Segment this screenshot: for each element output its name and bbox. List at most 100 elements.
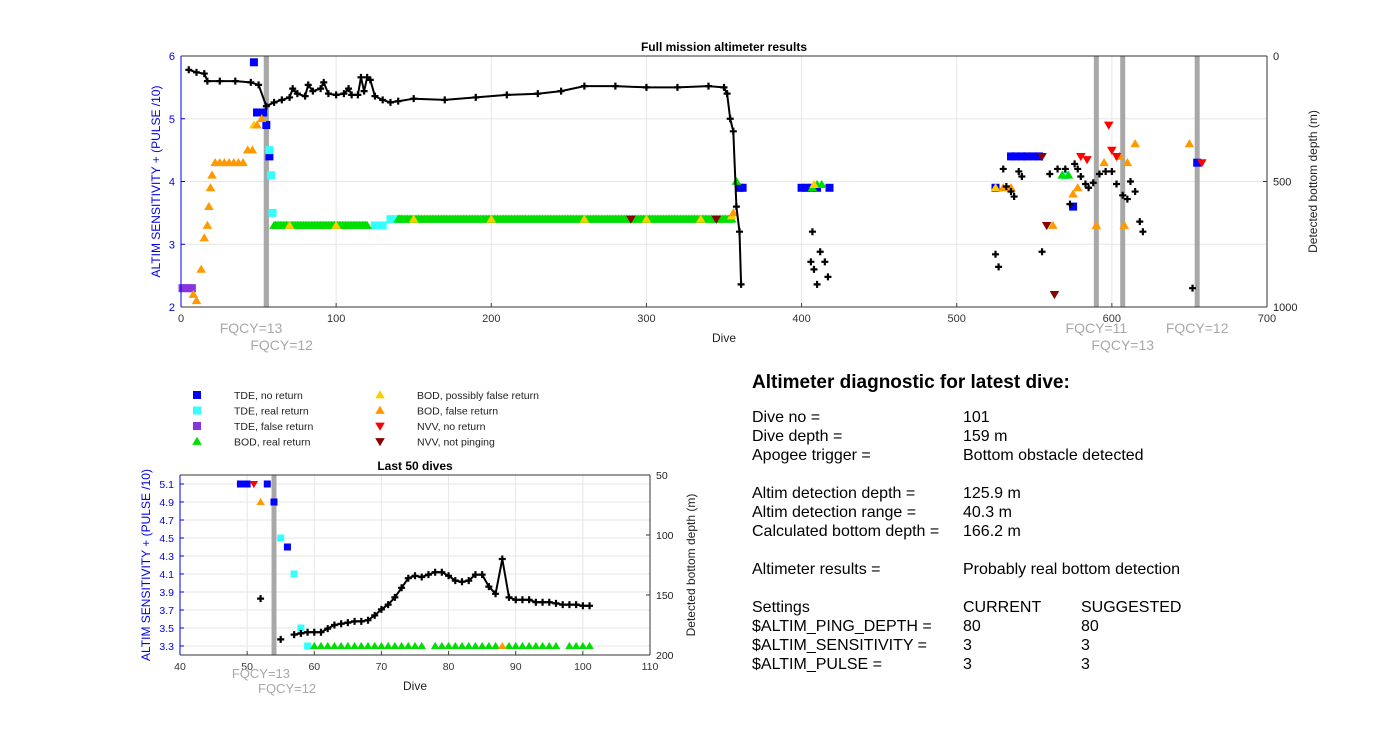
data-point — [802, 183, 811, 192]
depth-point — [534, 90, 542, 98]
legend-marker — [375, 422, 385, 431]
y-left-tick-label: 3.3 — [159, 641, 174, 653]
depth-point — [1010, 193, 1018, 201]
depth-point — [345, 85, 353, 93]
y-right-tick-label: 1000 — [1273, 302, 1297, 314]
chart-title: Last 50 dives — [377, 459, 453, 473]
data-point — [1082, 156, 1092, 165]
depth-point — [377, 605, 385, 613]
depth-point — [445, 572, 453, 580]
depth-point — [360, 87, 368, 95]
depth-point — [203, 77, 211, 85]
legend-marker — [192, 436, 202, 445]
depth-point — [642, 83, 650, 91]
data-point — [256, 497, 265, 505]
data-point — [1011, 152, 1020, 161]
x-axis-label: Dive — [403, 679, 427, 693]
depth-point — [297, 629, 305, 637]
depth-point — [185, 66, 193, 74]
legend-label: TDE, false return — [234, 421, 314, 433]
depth-point — [379, 96, 387, 104]
data-point — [511, 641, 520, 649]
data-point — [259, 108, 268, 117]
depth-point — [492, 590, 500, 598]
data-point — [1017, 152, 1026, 161]
chart-full-mission: 0 100 200 300 400 500 600 700 2 3 4 5 6 0 500 1000 FQCY=… — [149, 40, 1320, 353]
depth-point — [286, 93, 294, 101]
depth-point — [340, 90, 348, 98]
sensitivity-current: 3 — [963, 637, 972, 654]
depth-point — [1018, 172, 1026, 180]
series-tde-no-return — [236, 480, 291, 551]
data-point — [1103, 121, 1114, 130]
data-point — [585, 641, 594, 649]
depth-point — [498, 555, 506, 563]
calc-bottom-label: Calculated bottom depth = — [752, 523, 940, 540]
data-point — [323, 641, 332, 649]
data-point — [283, 543, 291, 551]
data-point — [711, 215, 722, 224]
depth-point — [262, 102, 270, 110]
data-point — [816, 179, 827, 189]
data-point — [430, 641, 440, 649]
y-right-axis-label: Detected bottom depth (m) — [684, 494, 698, 637]
y-right-tick-label: 0 — [1273, 51, 1279, 63]
depth-point — [304, 628, 312, 636]
series-nvv-no-return — [249, 481, 259, 489]
y-right-axis-label: Detected bottom depth (m) — [1306, 110, 1320, 253]
data-point — [728, 208, 739, 217]
data-point — [504, 641, 514, 649]
depth-point — [518, 596, 526, 604]
depth-point — [391, 593, 399, 601]
data-point — [1122, 157, 1133, 167]
depth-point — [1113, 180, 1121, 188]
data-point — [253, 108, 262, 117]
data-point — [1041, 222, 1052, 231]
depth-point — [394, 97, 402, 105]
depth-point — [565, 601, 573, 609]
depth-point — [478, 571, 486, 579]
x-tick-label: 600 — [1103, 313, 1121, 325]
depth-point — [572, 601, 580, 609]
data-point — [1184, 139, 1195, 148]
legend-marker — [375, 390, 385, 399]
data-point — [336, 641, 346, 649]
depth-point — [557, 87, 565, 95]
depth-point — [290, 631, 298, 639]
data-point — [343, 641, 353, 649]
depth-point — [364, 616, 372, 624]
depth-point — [559, 601, 567, 609]
data-point — [477, 641, 487, 649]
depth-point — [472, 93, 480, 101]
data-point — [187, 284, 196, 293]
data-point — [1197, 159, 1207, 168]
ping-depth-current: 80 — [963, 618, 981, 635]
depth-point — [441, 96, 449, 104]
y-left-tick-label: 3.5 — [159, 623, 174, 635]
data-point — [1076, 152, 1086, 162]
series-tde-false-return — [178, 284, 196, 293]
data-point — [290, 570, 298, 578]
depth-point — [384, 601, 392, 609]
data-point — [1091, 220, 1102, 229]
data-point — [626, 215, 636, 224]
series-bod-possibly-false-return — [249, 120, 1009, 229]
data-point — [738, 183, 747, 192]
depth-point — [255, 81, 263, 89]
data-point — [205, 183, 216, 192]
depth-point — [704, 82, 712, 90]
depth-point — [505, 593, 513, 601]
y-left-tick-label: 2 — [169, 302, 175, 314]
depth-point — [247, 78, 255, 86]
dive-no-label: Dive no = — [752, 409, 821, 426]
data-point — [498, 641, 507, 649]
depth-point — [673, 83, 681, 91]
x-tick-label: 110 — [642, 661, 659, 673]
data-point — [249, 58, 258, 67]
calc-bottom-row: Calculated bottom depth = 166.2 m — [752, 522, 1392, 541]
depth-point — [465, 577, 473, 585]
x-axis-label: Dive — [712, 331, 736, 345]
chart-last-50: 40 50 60 70 80 90 100 110 3.3 3.5 3.7 3.9 4.1 4.3 4.5 4… — [139, 459, 698, 696]
depth-point — [293, 90, 301, 98]
depth-point — [723, 90, 731, 98]
